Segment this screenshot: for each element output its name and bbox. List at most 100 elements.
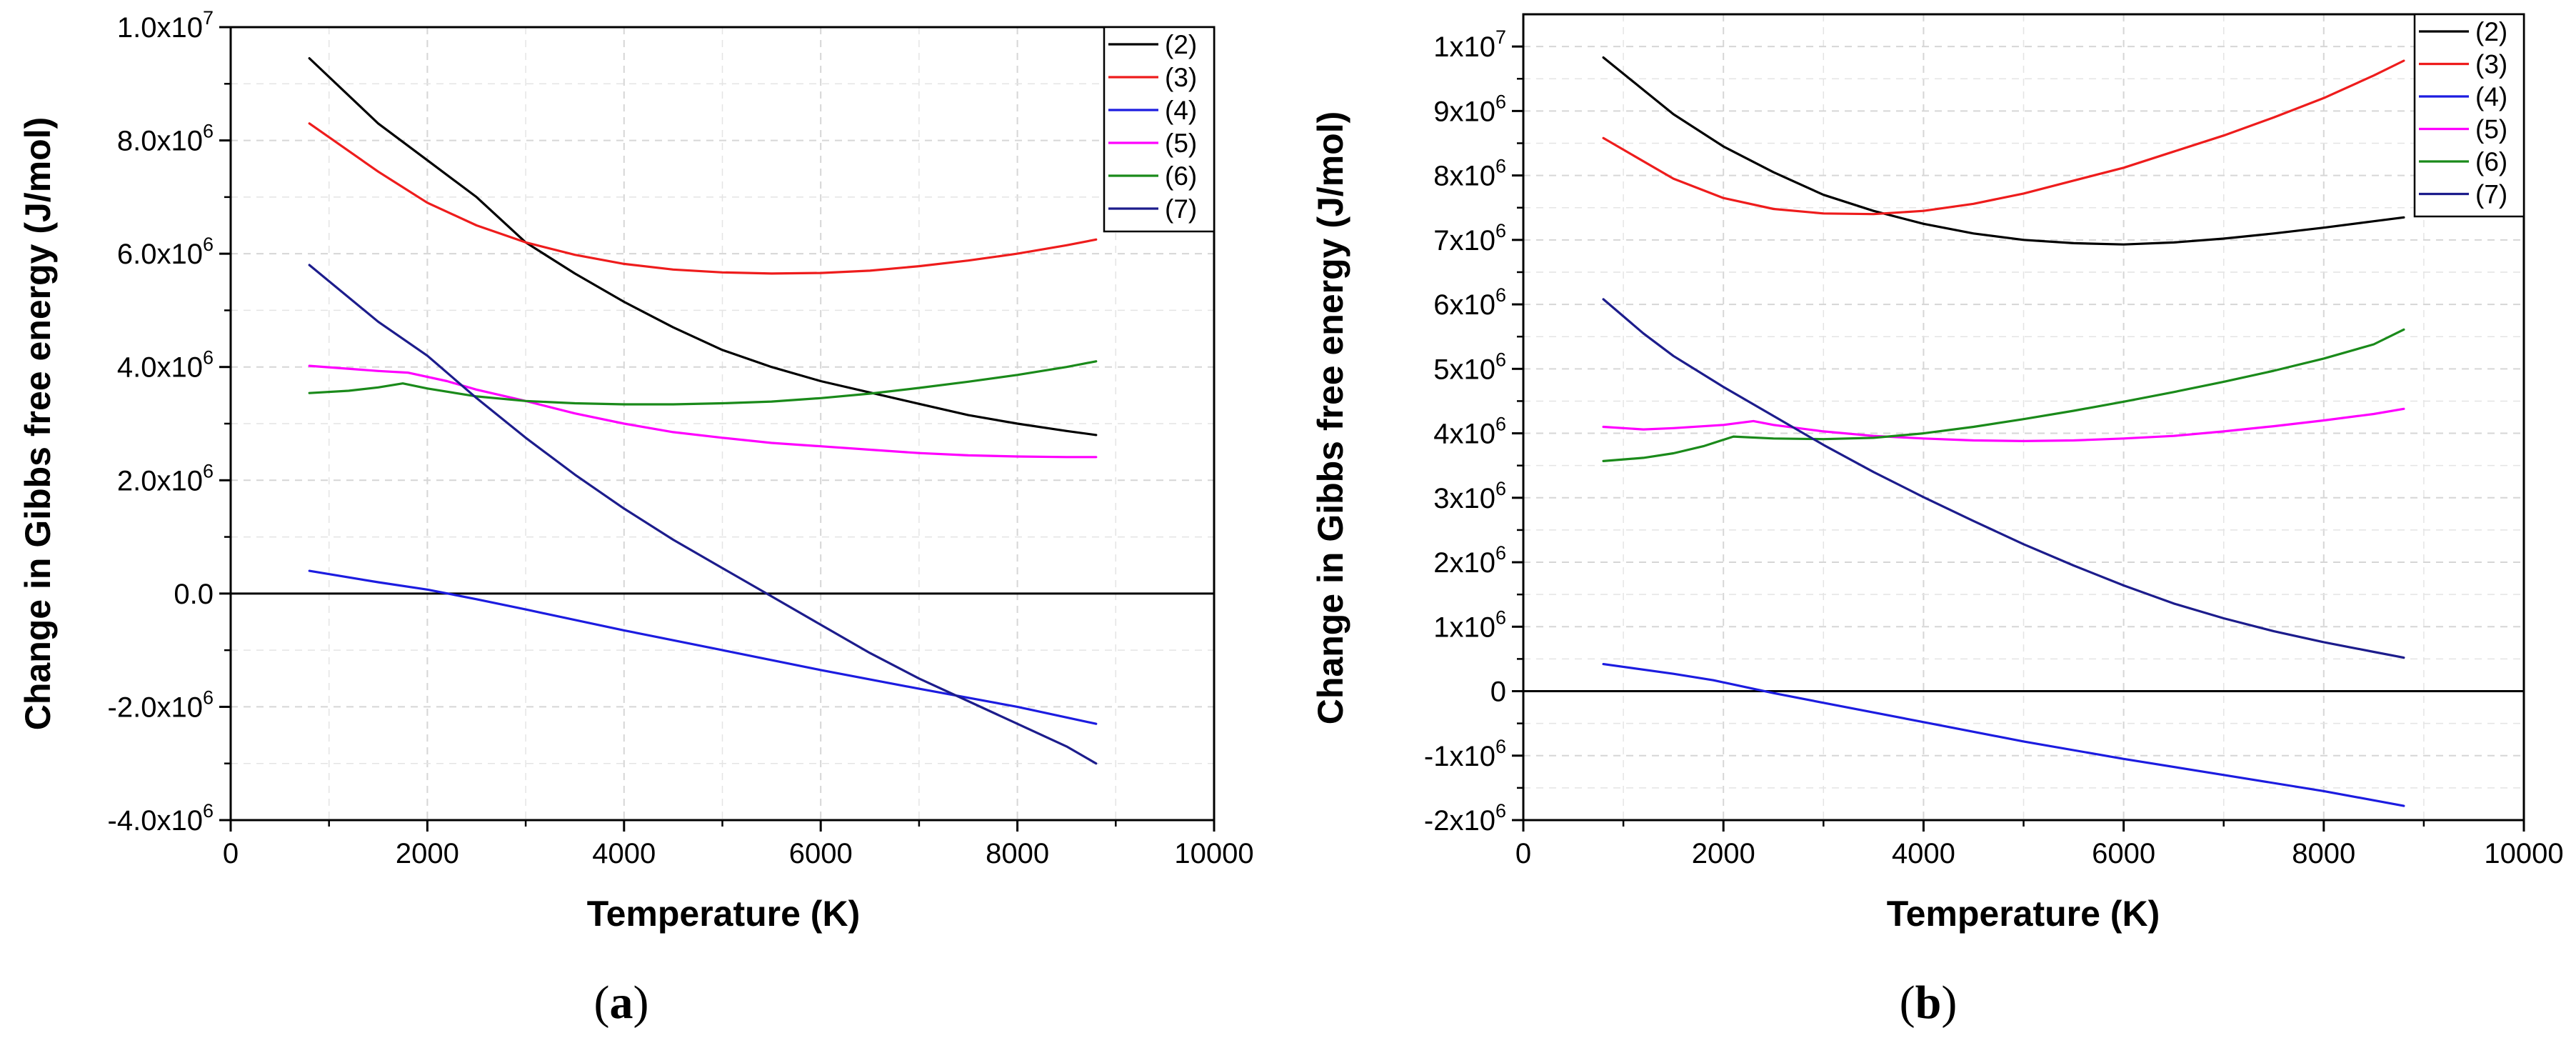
y-tick-exp-a-3: 6	[203, 460, 214, 481]
caption-letter-a: a	[610, 977, 633, 1029]
legend-b: (2) (3) (4) (5) (6) (7)	[2413, 13, 2525, 218]
legend-label-a-5: (7)	[1165, 194, 1197, 224]
series-group-b	[1602, 56, 2405, 807]
y-axis-title-b: Change in Gibbs free energy (J/mol)	[1310, 111, 1350, 725]
y-tick-exp-a-7: 7	[203, 7, 214, 29]
legend-label-a-3: (5)	[1165, 129, 1197, 158]
y-tick-label-b-8: 6x106	[1433, 284, 1506, 321]
x-axis-title-a: Temperature (K)	[587, 894, 860, 934]
y-tick-label-a-2: 0.0	[174, 579, 214, 610]
y-tick-exp-a-6: 6	[203, 121, 214, 142]
x-tick-label-b-5: 10000	[2484, 838, 2563, 869]
y-tick-label-b-6: 4x106	[1433, 414, 1506, 450]
y-tick-exp-a-0: 6	[203, 800, 214, 822]
y-tick-label-b-12: 1x107	[1433, 26, 1506, 63]
y-tick-label-b-11: 9x106	[1433, 91, 1506, 127]
y-tick-exp-b-4: 6	[1495, 542, 1506, 564]
y-tick-exp-b-7: 6	[1495, 349, 1506, 370]
legend-label-b-3: (5)	[2475, 115, 2507, 144]
series-line-b-4	[1602, 328, 2405, 463]
y-tick-label-b-4: 2x106	[1433, 542, 1506, 579]
y-tick-exp-b-0: 6	[1495, 800, 1506, 822]
caption-close-b: )	[1941, 977, 1957, 1029]
x-tick-label-b-1: 2000	[1692, 838, 1755, 869]
y-tick-base-a-1: -2.0x10	[108, 692, 203, 723]
legend-label-b-4: (6)	[2475, 147, 2507, 176]
grid-b	[1523, 14, 2524, 820]
legend-label-a-0: (2)	[1165, 30, 1197, 59]
caption-close-a: )	[633, 977, 649, 1029]
caption-letter-b: b	[1915, 977, 1942, 1029]
y-tick-label-a-4: 4.0x106	[117, 347, 214, 384]
x-tick-label-a-1: 2000	[396, 838, 459, 869]
y-tick-label-a-0: -4.0x106	[108, 800, 214, 837]
series-line-a-5	[308, 264, 1098, 765]
y-tick-label-b-5: 3x106	[1433, 478, 1506, 514]
series-line-a-3	[308, 364, 1098, 459]
y-tick-exp-b-10: 6	[1495, 156, 1506, 177]
series-line-b-3	[1602, 407, 2405, 443]
y-tick-base-b-10: 8x10	[1433, 161, 1495, 192]
series-line-b-5	[1602, 298, 2405, 659]
legend-label-a-1: (3)	[1165, 63, 1197, 92]
x-tick-label-b-3: 6000	[2092, 838, 2155, 869]
y-tick-base-a-2: 0.0	[174, 579, 214, 610]
y-tick-base-b-7: 5x10	[1433, 354, 1495, 385]
series-line-a-0	[308, 56, 1098, 436]
y-tick-base-b-12: 1x10	[1433, 31, 1495, 63]
y-tick-exp-b-9: 6	[1495, 220, 1506, 241]
y-tick-label-b-2: 0	[1490, 677, 1506, 708]
y-tick-base-b-8: 6x10	[1433, 289, 1495, 321]
y-tick-base-b-2: 0	[1490, 677, 1506, 708]
x-tick-label-a-5: 10000	[1174, 838, 1253, 869]
y-tick-label-b-1: -1x106	[1424, 736, 1506, 772]
series-group-a	[308, 56, 1098, 765]
y-tick-exp-b-1: 6	[1495, 736, 1506, 757]
y-tick-exp-b-11: 6	[1495, 91, 1506, 112]
y-tick-base-a-6: 8.0x10	[117, 126, 203, 157]
y-tick-label-a-3: 2.0x106	[117, 460, 214, 496]
series-line-a-4	[308, 360, 1098, 406]
caption-b: (b)	[1900, 977, 1958, 1029]
y-axis-title-a: Change in Gibbs free energy (J/mol)	[18, 117, 58, 731]
x-tick-label-b-0: 0	[1515, 838, 1531, 869]
y-tick-exp-b-3: 6	[1495, 607, 1506, 628]
x-tick-label-b-4: 8000	[2292, 838, 2355, 869]
y-tick-base-b-4: 2x10	[1433, 547, 1495, 579]
caption-open-a: (	[594, 977, 610, 1029]
y-tick-base-a-3: 2.0x10	[117, 465, 203, 496]
series-line-b-2	[1602, 662, 2405, 807]
y-tick-exp-b-8: 6	[1495, 284, 1506, 306]
y-tick-label-b-10: 8x106	[1433, 156, 1506, 192]
legend-box-b	[2413, 13, 2525, 218]
legend-label-b-0: (2)	[2475, 17, 2507, 46]
series-line-a-1	[308, 122, 1098, 275]
x-tick-label-a-3: 6000	[789, 838, 853, 869]
x-axis-title-b: Temperature (K)	[1887, 894, 2160, 934]
y-tick-label-b-3: 1x106	[1433, 607, 1506, 643]
legend-a: (2) (3) (4) (5) (6)(7)	[1103, 26, 1216, 233]
y-tick-base-b-9: 7x10	[1433, 225, 1495, 256]
y-tick-exp-a-4: 6	[203, 347, 214, 369]
caption-a: (a)	[594, 977, 649, 1029]
y-tick-base-b-3: 1x10	[1433, 612, 1495, 643]
y-tick-exp-b-12: 7	[1495, 26, 1506, 48]
y-tick-base-a-7: 1.0x10	[117, 12, 203, 44]
chart-a: 0 2000 4000 6000 8000 10000-4.0x106-2.0x1060.…	[18, 7, 1254, 1029]
y-tick-base-b-0: -2x10	[1424, 805, 1495, 837]
y-tick-label-a-1: -2.0x106	[108, 687, 214, 723]
y-tick-base-b-5: 3x10	[1433, 483, 1495, 514]
grid-a	[231, 27, 1214, 820]
y-tick-base-a-0: -4.0x10	[108, 805, 203, 837]
legend-label-a-4: (6)	[1165, 161, 1197, 191]
x-tick-label-b-2: 4000	[1892, 838, 1955, 869]
y-tick-base-b-6: 4x10	[1433, 419, 1495, 450]
series-line-b-1	[1602, 59, 2405, 216]
y-tick-exp-b-6: 6	[1495, 414, 1506, 435]
caption-open-b: (	[1900, 977, 1915, 1029]
y-tick-label-b-0: -2x106	[1424, 800, 1506, 837]
legend-label-b-1: (3)	[2475, 50, 2507, 79]
x-tick-label-a-0: 0	[223, 838, 239, 869]
chart-b: 0 2000 4000 6000 8000 10000-2x106-1x10601x106…	[1310, 13, 2564, 1029]
